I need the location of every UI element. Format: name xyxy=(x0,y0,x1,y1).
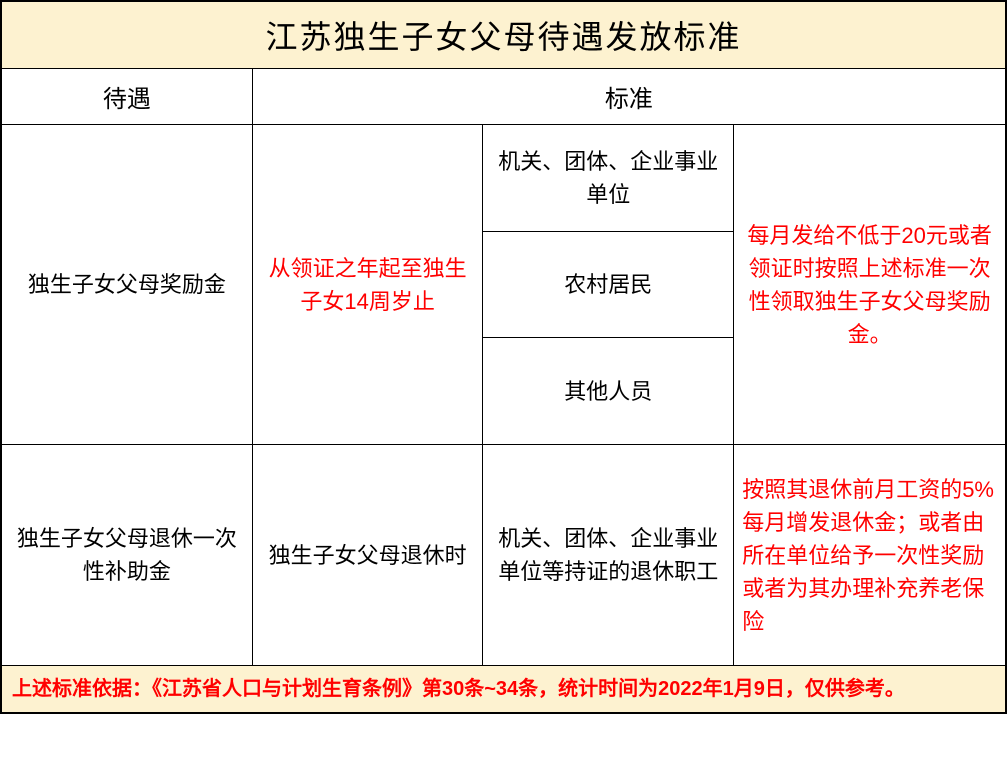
table-row: 独生子女父母奖励金 从领证之年起至独生子女14周岁止 机关、团体、企业事业单位 … xyxy=(2,125,1005,445)
subgroup-cell: 机关、团体、企业事业单位 xyxy=(483,125,733,232)
header-standard: 标准 xyxy=(253,69,1005,124)
detail-cell-1: 每月发给不低于20元或者领证时按照上述标准一次性领取独生子女父母奖励金。 xyxy=(734,125,1005,444)
subgroup-cell: 农村居民 xyxy=(483,232,733,339)
period-cell-1: 从领证之年起至独生子女14周岁止 xyxy=(253,125,484,444)
table-footer: 上述标准依据：《江苏省人口与计划生育条例》第30条~34条，统计时间为2022年… xyxy=(2,665,1005,712)
subgroup-column-1: 机关、团体、企业事业单位 农村居民 其他人员 xyxy=(483,125,734,444)
table-header-row: 待遇 标准 xyxy=(2,69,1005,125)
detail-cell-2: 按照其退休前月工资的5%每月增发退休金；或者由所在单位给予一次性奖励或者为其办理… xyxy=(734,445,1005,665)
policy-table: 江苏独生子女父母待遇发放标准 待遇 标准 独生子女父母奖励金 从领证之年起至独生… xyxy=(0,0,1007,714)
benefit-cell-1: 独生子女父母奖励金 xyxy=(2,125,253,444)
table-row: 独生子女父母退休一次性补助金 独生子女父母退休时 机关、团体、企业事业单位等持证… xyxy=(2,445,1005,665)
table-title: 江苏独生子女父母待遇发放标准 xyxy=(2,2,1005,69)
header-benefit: 待遇 xyxy=(2,69,253,124)
subgroup-cell-single: 机关、团体、企业事业单位等持证的退休职工 xyxy=(483,445,733,665)
subgroup-column-2: 机关、团体、企业事业单位等持证的退休职工 xyxy=(483,445,734,665)
benefit-cell-2: 独生子女父母退休一次性补助金 xyxy=(2,445,253,665)
period-cell-2: 独生子女父母退休时 xyxy=(253,445,484,665)
subgroup-cell: 其他人员 xyxy=(483,338,733,444)
